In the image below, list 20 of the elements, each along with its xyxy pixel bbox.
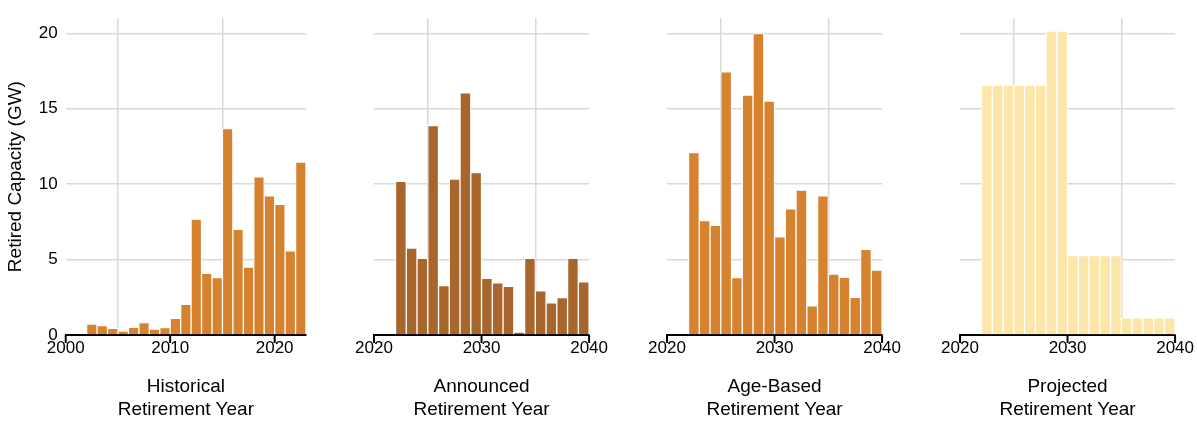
x-tick-label: 2020 xyxy=(648,337,686,357)
x-tick-label: 2040 xyxy=(863,337,901,357)
x-axis-title: Projected Retirement Year xyxy=(999,375,1137,419)
y-tick-label: 15 xyxy=(38,98,58,118)
y-axis-title: Retired Capacity (GW) xyxy=(3,81,25,273)
x-axis-title: Announced Retirement Year xyxy=(413,375,551,419)
x-tick-label: 2030 xyxy=(755,337,794,357)
x-tick-label: 2040 xyxy=(1156,337,1194,357)
y-tick-label: 20 xyxy=(38,22,58,42)
x-tick-label: 2030 xyxy=(462,337,501,357)
x-tick-label: 2020 xyxy=(355,337,393,357)
x-tick-label: 2010 xyxy=(151,337,190,357)
x-tick-label: 2040 xyxy=(570,337,608,357)
y-tick-label: 10 xyxy=(38,173,58,193)
x-tick-label: 2030 xyxy=(1048,337,1087,357)
x-axis-title: Age-Based Retirement Year xyxy=(706,375,844,419)
y-tick-label: 5 xyxy=(48,249,58,269)
x-tick-label: 2020 xyxy=(255,337,294,357)
x-axis-title: Historical Retirement Year xyxy=(117,375,255,419)
x-tick-label: 2020 xyxy=(941,337,979,357)
